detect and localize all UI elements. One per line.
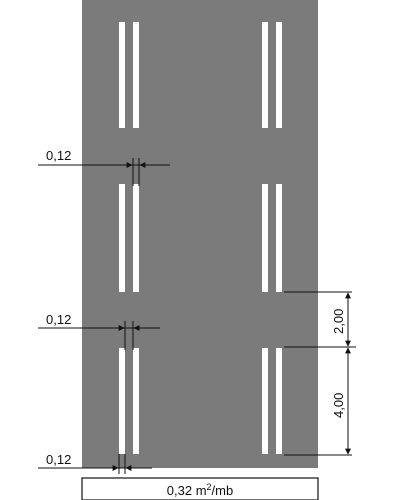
right-lane-markings bbox=[262, 22, 282, 454]
dimension-line-width-middle bbox=[38, 321, 160, 350]
dimension-label-middle: 0,12 bbox=[46, 312, 71, 327]
dimension-label-bottom: 0,12 bbox=[46, 452, 71, 467]
marking-left-2b bbox=[133, 184, 139, 292]
marking-right-2b bbox=[276, 184, 282, 292]
coverage-value: 0,32 m bbox=[167, 483, 207, 498]
marking-right-3b bbox=[276, 348, 282, 454]
dimension-label-gap: 2,00 bbox=[331, 309, 346, 334]
left-lane-markings bbox=[119, 22, 139, 454]
coverage-label: 0,32 m2/mb bbox=[167, 482, 233, 498]
dimension-line-width-bottom bbox=[38, 454, 152, 474]
marking-left-1b bbox=[133, 22, 139, 128]
dimension-line-width-top bbox=[38, 158, 170, 186]
marking-right-1a bbox=[262, 22, 268, 128]
marking-right-3a bbox=[262, 348, 268, 454]
dimension-vertical bbox=[284, 291, 356, 456]
coverage-unit: /mb bbox=[212, 483, 234, 498]
marking-right-1b bbox=[276, 22, 282, 128]
road-surface bbox=[82, 0, 318, 468]
marking-left-3a bbox=[119, 348, 125, 454]
marking-left-1a bbox=[119, 22, 125, 128]
coverage-exponent: 2 bbox=[207, 482, 212, 492]
dimension-label-dash: 4,00 bbox=[331, 393, 346, 418]
marking-right-2a bbox=[262, 184, 268, 292]
dimension-label-top: 0,12 bbox=[46, 148, 71, 163]
coverage-box bbox=[81, 477, 319, 500]
marking-left-3b bbox=[133, 348, 139, 454]
marking-left-2a bbox=[119, 184, 125, 292]
